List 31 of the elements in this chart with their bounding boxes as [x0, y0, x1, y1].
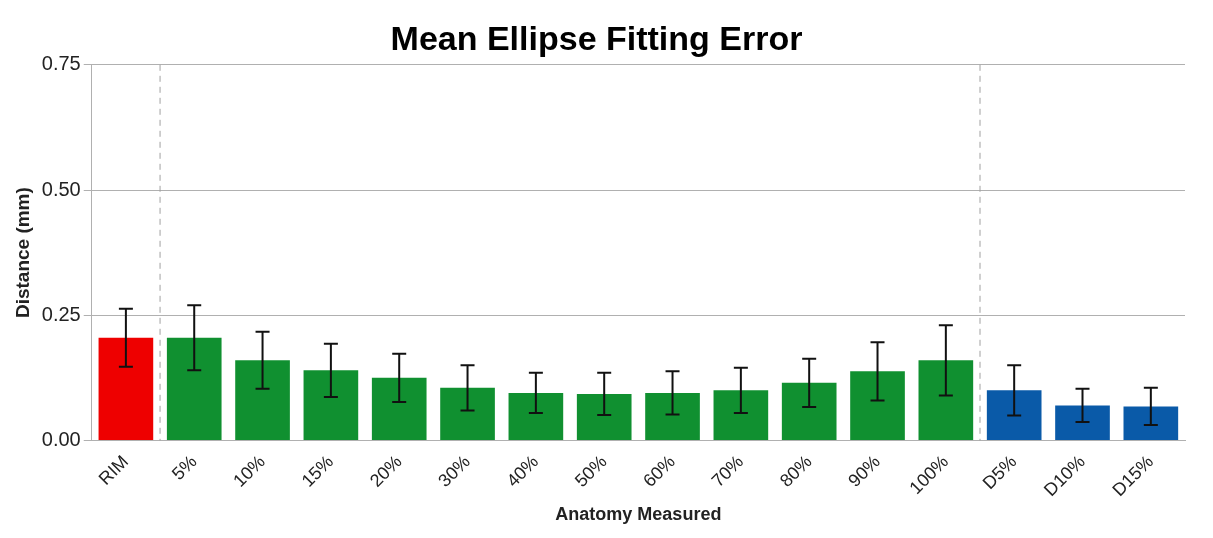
- bar: [166, 337, 222, 440]
- bar: [371, 377, 427, 440]
- bar: [508, 392, 564, 440]
- y-tick-label: 0.50: [41, 177, 81, 200]
- x-tick-label: 80%: [775, 451, 816, 491]
- bar: [713, 390, 769, 440]
- bar: [850, 371, 905, 440]
- x-tick-label: 90%: [844, 451, 884, 491]
- bar: [1055, 405, 1110, 440]
- bar: [576, 393, 632, 440]
- x-tick-label: 5%: [168, 451, 201, 484]
- bar: [918, 360, 974, 440]
- bar: [440, 387, 495, 440]
- y-tick-label: 0.75: [41, 52, 81, 75]
- bar: [781, 382, 837, 440]
- x-axis-title: Anatomy Measured: [555, 504, 722, 525]
- bar: [235, 360, 290, 440]
- bar: [303, 370, 359, 440]
- x-tick-label: RIM: [94, 451, 133, 489]
- y-tick-label: 0.25: [41, 302, 81, 325]
- x-tick-label: 70%: [707, 451, 748, 491]
- y-tick-label: 0.00: [41, 427, 81, 450]
- bar: [645, 392, 700, 440]
- bar: [1123, 406, 1179, 440]
- bar: [98, 337, 154, 440]
- x-tick-label: 60%: [639, 451, 679, 491]
- y-axis-title: Distance (mm): [11, 187, 33, 319]
- chart-title: Mean Ellipse Fitting Error: [390, 18, 803, 57]
- x-tick-label: 30%: [434, 451, 474, 491]
- bar: [986, 390, 1042, 440]
- x-tick-label: 40%: [502, 451, 543, 491]
